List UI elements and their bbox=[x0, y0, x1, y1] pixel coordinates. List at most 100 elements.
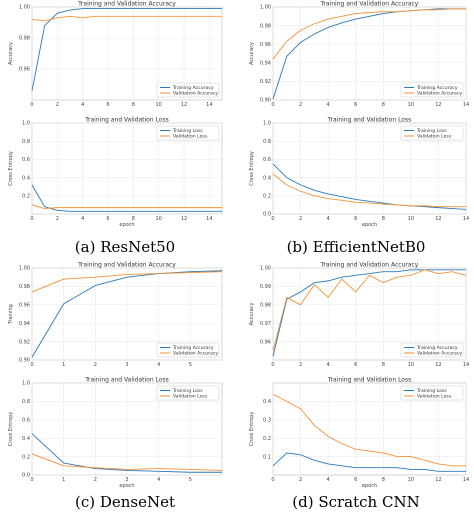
x-tick-label: 8 bbox=[382, 102, 385, 108]
x-tick-label: 12 bbox=[435, 362, 441, 368]
y-axis-label: Cross Entropy bbox=[8, 151, 14, 186]
legend-entry: Validation Loss bbox=[173, 394, 208, 400]
legend-entry: Validation Loss bbox=[417, 394, 452, 400]
series-line-validation bbox=[31, 453, 223, 471]
x-tick-label: 0 bbox=[271, 102, 274, 108]
x-axis-label: epoch bbox=[362, 483, 377, 489]
x-tick-label: 2 bbox=[299, 102, 302, 108]
x-tick-label: 14 bbox=[463, 477, 469, 483]
x-tick-label: 14 bbox=[206, 102, 212, 108]
x-tick-label: 12 bbox=[435, 216, 441, 222]
chart-title: Training and Validation Accuracy bbox=[320, 1, 419, 8]
x-tick-label: 8 bbox=[132, 102, 135, 108]
x-tick-label: 4 bbox=[81, 102, 84, 108]
x-tick-label: 10 bbox=[408, 362, 414, 368]
x-axis-label: epoch bbox=[119, 483, 134, 489]
y-tick-label: 0.98 bbox=[260, 23, 271, 29]
y-tick-label: 0.8 bbox=[263, 139, 271, 145]
caption-d: (d) Scratch CNN bbox=[292, 493, 419, 511]
y-tick-label: 0.97 bbox=[260, 321, 271, 327]
x-tick-label: 14 bbox=[463, 362, 469, 368]
legend-box bbox=[400, 385, 464, 401]
legend-entry: Validation Accuracy bbox=[173, 91, 218, 97]
x-tick-label: 4 bbox=[157, 362, 160, 368]
legend-box bbox=[156, 125, 220, 141]
y-tick-label: 1.00 bbox=[260, 5, 271, 11]
chart-a-loss: 0 2 4 6 8 10 12 14 0.2 0.4 0.6 0.8 1.0 Training and V… bbox=[8, 117, 223, 228]
x-tick-label: 6 bbox=[106, 102, 109, 108]
legend-entry: Validation Loss bbox=[417, 134, 452, 140]
series-line-validation bbox=[272, 8, 466, 60]
x-tick-label: 4 bbox=[157, 477, 160, 483]
x-tick-label: 6 bbox=[354, 102, 357, 108]
y-tick-label: 0.96 bbox=[260, 42, 271, 48]
x-tick-label: 2 bbox=[94, 477, 97, 483]
legend-entry: Validation Accuracy bbox=[173, 351, 218, 357]
chart-title: Training and Validation Accuracy bbox=[77, 1, 176, 8]
y-tick-label: 0.8 bbox=[22, 139, 30, 145]
y-tick-label: 0.4 bbox=[263, 175, 271, 181]
series-line-validation bbox=[272, 393, 466, 467]
x-tick-label: 1 bbox=[62, 362, 65, 368]
y-tick-label: 0.1 bbox=[263, 454, 271, 460]
y-tick-label: 1.00 bbox=[260, 266, 271, 272]
y-tick-label: 0.96 bbox=[19, 67, 30, 73]
x-tick-label: 14 bbox=[463, 102, 469, 108]
x-tick-label: 12 bbox=[435, 477, 441, 483]
chart-title: Training and Validation Loss bbox=[327, 377, 411, 384]
x-tick-label: 6 bbox=[354, 362, 357, 368]
y-tick-label: 1.00 bbox=[19, 266, 30, 272]
y-tick-label: 1.0 bbox=[263, 121, 271, 127]
legend-entry: Validation Accuracy bbox=[417, 91, 462, 97]
series-line-training bbox=[272, 452, 466, 472]
chart-d-loss: 0 2 4 6 8 10 12 14 0.1 0.2 0.3 0.4 Training and Vali… bbox=[249, 377, 469, 490]
x-tick-label: 6 bbox=[106, 216, 109, 222]
x-tick-label: 0 bbox=[271, 362, 274, 368]
legend-entry: Training Accuracy bbox=[416, 345, 458, 351]
x-tick-label: 1 bbox=[62, 477, 65, 483]
x-tick-label: 5 bbox=[189, 362, 192, 368]
series-line-training bbox=[31, 8, 222, 91]
x-tick-label: 12 bbox=[181, 216, 187, 222]
y-tick-label: 0.94 bbox=[19, 321, 30, 327]
series-line-training bbox=[31, 184, 222, 212]
y-axis-label: Cross Entropy bbox=[8, 412, 14, 447]
legend-entry: Training Loss bbox=[416, 128, 447, 134]
series-line-validation bbox=[272, 269, 467, 351]
legend-box bbox=[400, 342, 464, 358]
chart-a-acc: 0 2 4 6 8 10 12 14 0.96 0.98 1.00 Training and Vali… bbox=[8, 1, 223, 108]
x-axis-label: epoch bbox=[119, 222, 134, 228]
chart-title: Training and Validation Accuracy bbox=[77, 262, 176, 269]
legend-entry: Training Accuracy bbox=[416, 85, 458, 91]
y-tick-label: 0.4 bbox=[263, 399, 271, 405]
x-tick-label: 0 bbox=[271, 216, 274, 222]
series-line-validation bbox=[31, 271, 223, 293]
series-line-training bbox=[31, 433, 222, 473]
x-tick-label: 8 bbox=[382, 216, 385, 222]
x-tick-label: 12 bbox=[435, 102, 441, 108]
caption-b: (b) EfficientNetB0 bbox=[287, 238, 426, 256]
legend-entry: Training Loss bbox=[172, 388, 203, 394]
x-tick-label: 14 bbox=[463, 216, 469, 222]
series-line-training bbox=[272, 8, 466, 100]
chart-title: Training and Validation Loss bbox=[84, 377, 168, 384]
legend-entry: Training Accuracy bbox=[172, 85, 214, 91]
x-tick-label: 10 bbox=[155, 102, 161, 108]
series-line-training bbox=[272, 163, 467, 210]
chart-title: Training and Validation Loss bbox=[327, 117, 411, 124]
y-tick-label: 0.99 bbox=[260, 284, 271, 290]
legend-box bbox=[400, 82, 464, 98]
y-tick-label: 0.98 bbox=[19, 36, 30, 42]
x-tick-label: 0 bbox=[30, 102, 33, 108]
x-tick-label: 10 bbox=[408, 216, 414, 222]
chart-b-loss: 0 2 4 6 8 10 12 14 0.0 0.2 0.4 0.6 0.8 1.0 Training an… bbox=[249, 117, 469, 229]
x-tick-label: 0 bbox=[30, 477, 33, 483]
y-tick-label: 0.96 bbox=[260, 339, 271, 345]
y-tick-label: 0.0 bbox=[263, 212, 271, 218]
